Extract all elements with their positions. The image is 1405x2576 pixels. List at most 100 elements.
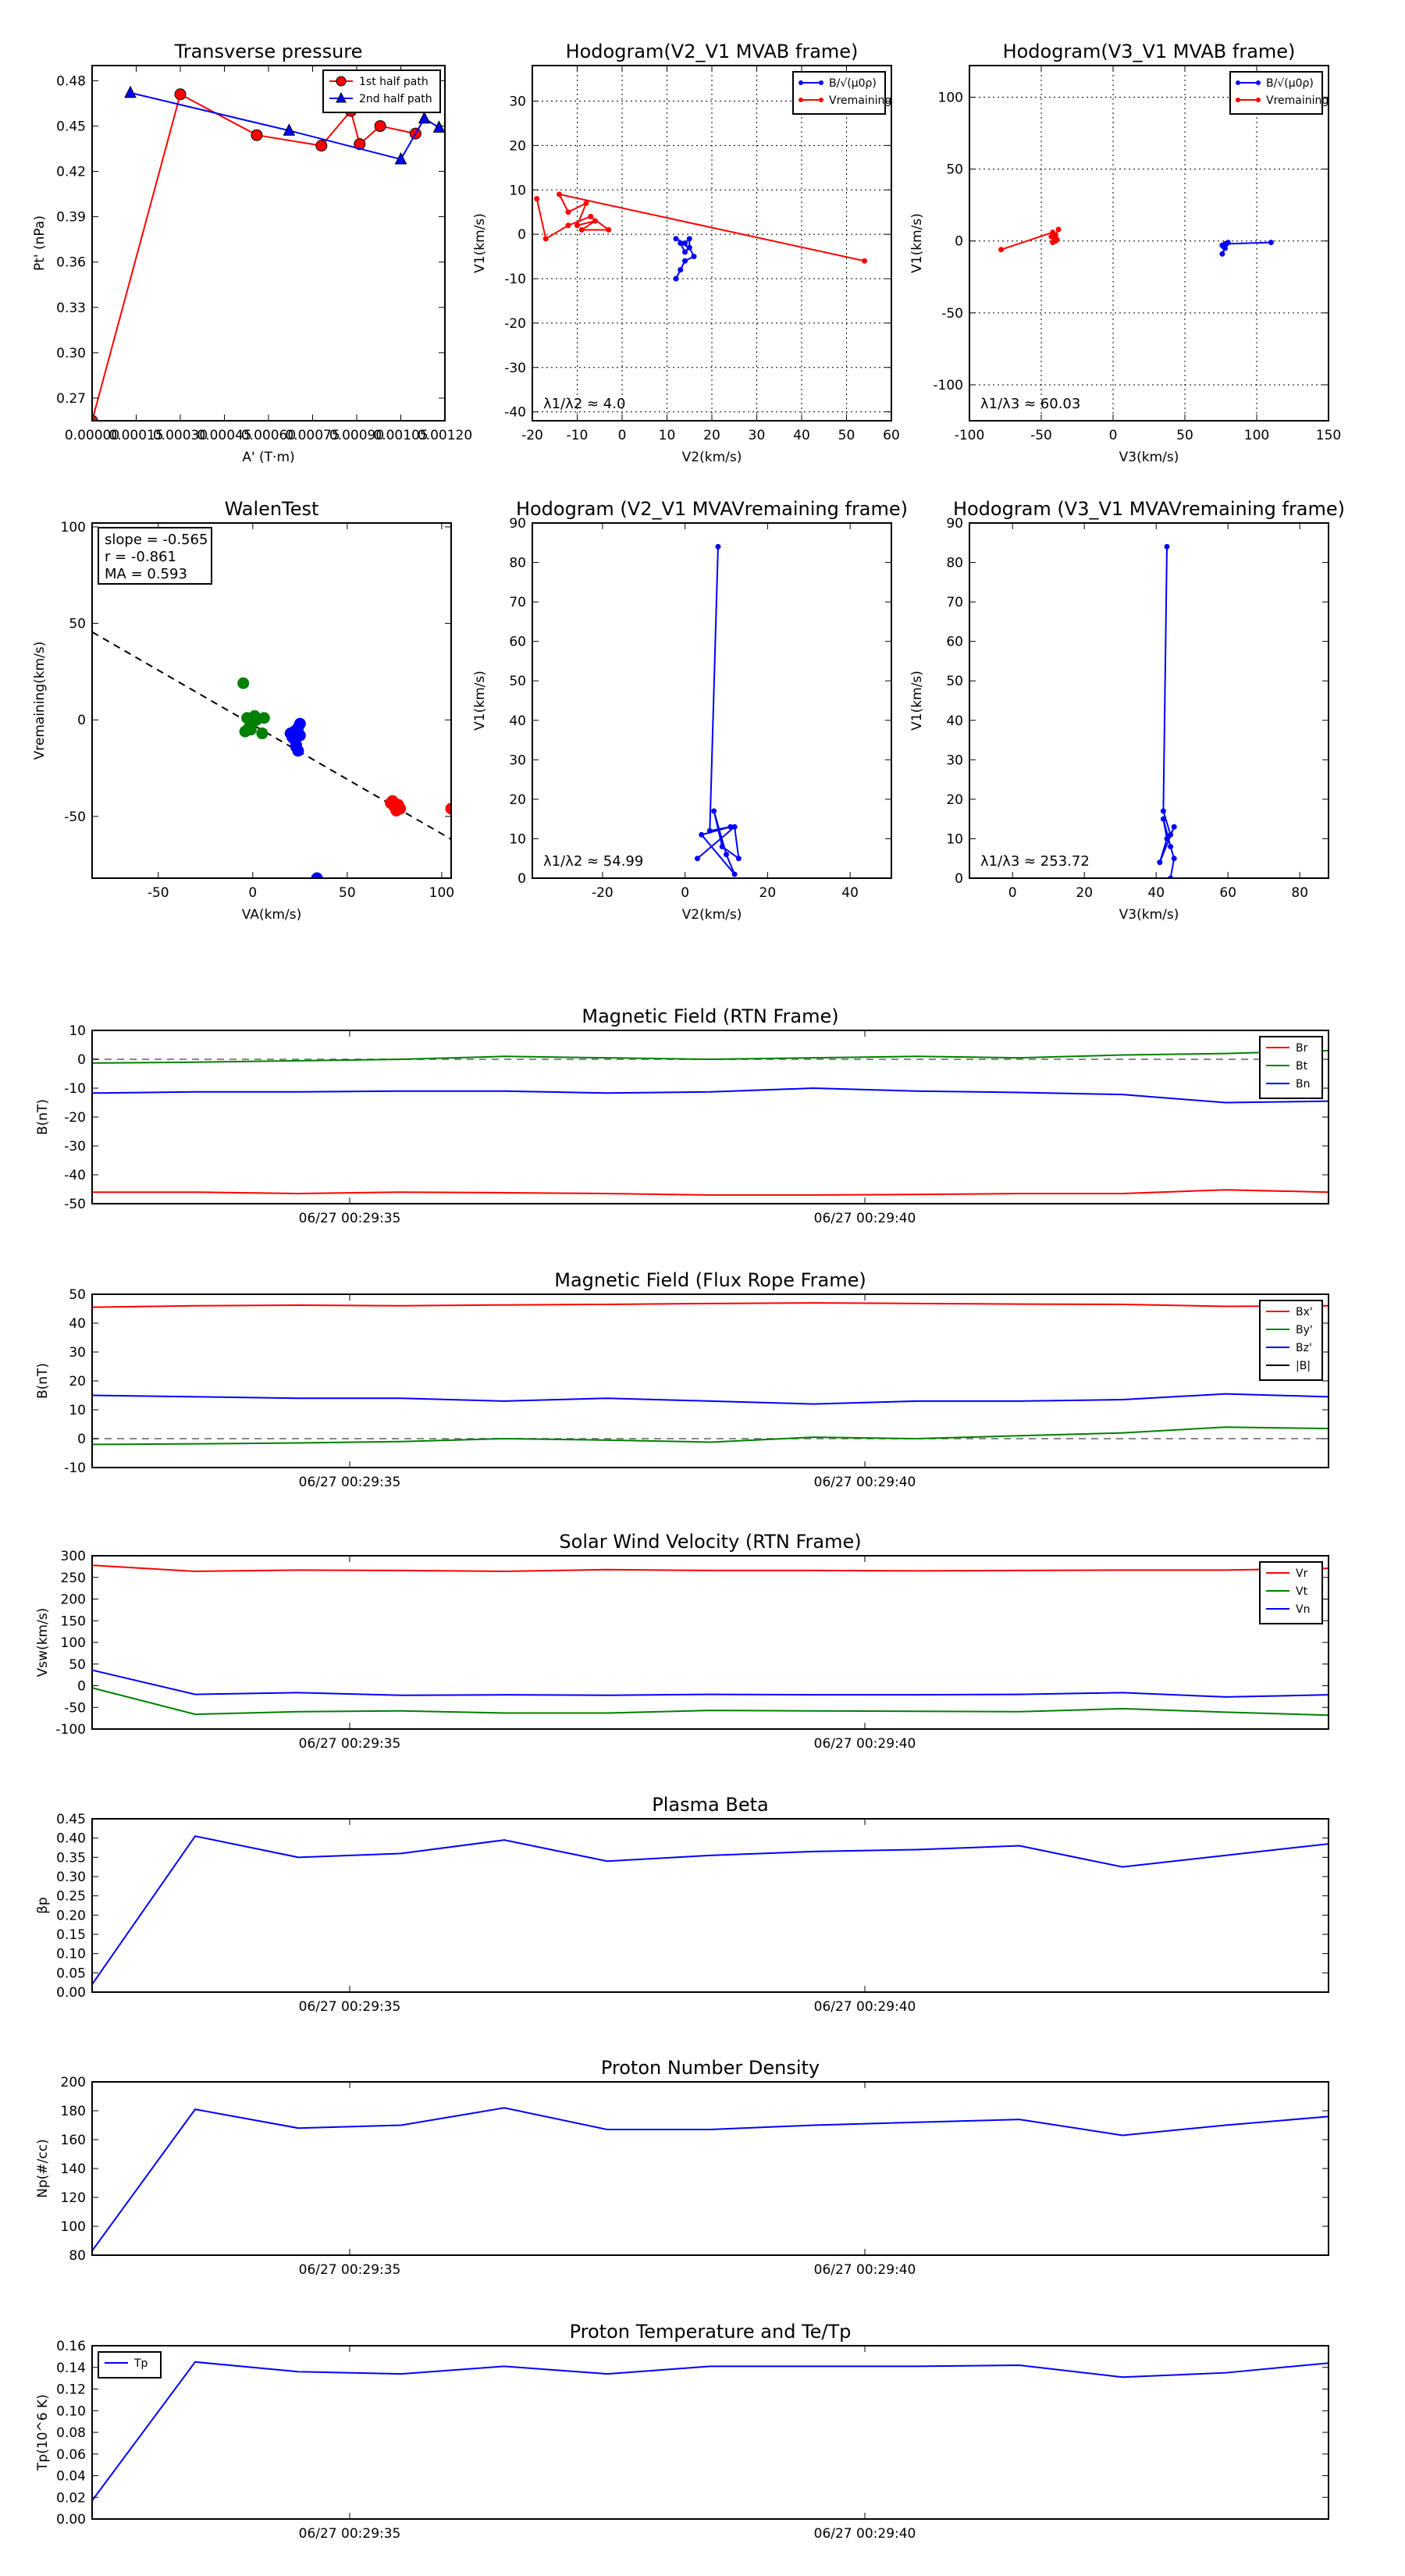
x-tick-label: 50 — [339, 885, 356, 901]
y-tick-label: -50 — [64, 1700, 86, 1716]
hodo_v2_mvav-axes-frame — [532, 522, 892, 879]
velocity-series-vr-line — [92, 1564, 1329, 1572]
y-tick-label: -10 — [64, 1461, 86, 1476]
bfield_fr-title: Magnetic Field (Flux Rope Frame) — [554, 1269, 866, 1291]
walen-stat-line: MA = 0.593 — [105, 566, 187, 582]
transverse-series-2nd-half-path-point — [394, 151, 407, 165]
y-tick-label: 250 — [61, 1571, 86, 1586]
legend-label: Tp — [133, 2357, 148, 2370]
bfield_rtn-legend: Br Bt Bn — [1259, 1036, 1323, 1099]
legend-label: By' — [1296, 1324, 1313, 1336]
x-tick-label: 20 — [759, 885, 777, 901]
hodo_v2_mvav-series-b-point — [711, 808, 717, 814]
x-tick-label: 0.00090 — [329, 428, 384, 443]
y-tick-label: 50 — [946, 674, 963, 689]
hodo_v3_mvab-panel: -100 -50 0 50 100 150 -100 -50 0 50 100 Hodogram(V3… — [909, 41, 1341, 465]
hodo_v2_mvav-series-b-point — [694, 856, 700, 862]
walen-y-axis-label: Vremaining(km/s) — [32, 642, 48, 760]
y-tick-label: 0 — [955, 871, 963, 887]
hodo_v2_mvav-title: Hodogram (V2_V1 MVAVremaining frame) — [516, 498, 908, 520]
hodo_v2_mvab-series-vremaining-point — [565, 209, 571, 215]
y-tick-label: 0 — [77, 1432, 86, 1447]
walen-title: WalenTest — [225, 498, 319, 520]
legend-label: Vremaining — [829, 94, 891, 107]
walen-stat-line: r = -0.861 — [105, 549, 176, 565]
beta-axes-frame — [91, 1818, 1329, 1993]
legend-box — [98, 2351, 162, 2379]
hodo_v2_mvav-plot-area — [694, 543, 742, 877]
transverse-series-1st-half-path-point — [251, 129, 263, 141]
hodo_v3_mvab-series-vremaining-point — [998, 247, 1004, 253]
y-tick-label: 70 — [509, 595, 526, 610]
hodo_v2_mvab-series-vremaining-point — [583, 200, 589, 206]
hodo_v3_mvab-legend: B/√(μ0ρ) Vremaining — [1229, 71, 1329, 115]
walen-series-red-point — [445, 802, 451, 815]
hodo_v2_mvav-series-b-point — [699, 831, 705, 838]
x-tick-label: 0 — [1109, 428, 1118, 443]
hodo_v2_mvav-series-b-point — [731, 871, 738, 877]
walen-series-blue-point — [290, 741, 302, 753]
beta-title: Plasma Beta — [652, 1794, 768, 1816]
transverse-y-axis-label: Pt' (nPa) — [32, 215, 48, 271]
y-tick-label: 0.00 — [56, 1985, 86, 2001]
x-tick-label: 60 — [1219, 885, 1236, 901]
density-title: Proton Number Density — [601, 2057, 820, 2079]
y-tick-label: 10 — [509, 183, 526, 198]
x-tick-label: 0.00060 — [241, 428, 296, 443]
x-tick-label: 60 — [883, 428, 900, 443]
y-tick-label: 0 — [955, 234, 963, 250]
y-tick-label: 80 — [509, 556, 526, 571]
velocity-series-vn-line — [92, 1669, 1329, 1698]
y-tick-label: 0.36 — [56, 255, 86, 271]
y-tick-label: 0.25 — [56, 1889, 86, 1905]
x-tick-label: 06/27 00:29:35 — [299, 1211, 401, 1226]
y-tick-label: 30 — [946, 753, 963, 768]
hodo_v2_mvab-y-axis-label: V1(km/s) — [472, 213, 488, 273]
legend-box — [792, 71, 886, 115]
bfield_rtn-series-br-line — [92, 1189, 1329, 1196]
hodo_v2_mvav-eigen-ratio: λ1/λ2 ≈ 54.99 — [543, 853, 643, 870]
velocity-title: Solar Wind Velocity (RTN Frame) — [559, 1531, 861, 1553]
density-y-axis-label: Np(#/cc) — [35, 2139, 51, 2197]
x-tick-label: 80 — [1291, 885, 1308, 901]
temperature-title: Proton Temperature and Te/Tp — [570, 2321, 852, 2343]
y-tick-label: 90 — [509, 516, 526, 532]
bfield_rtn-panel: 06/27 00:29:35 06/27 00:29:40 -50 -40 -30 -20… — [35, 1005, 1329, 1226]
hodo_v3_mvab-eigen-ratio: λ1/λ3 ≈ 60.03 — [980, 396, 1080, 412]
y-tick-label: 30 — [509, 753, 526, 768]
bfield_rtn-series-bn-line — [92, 1087, 1329, 1104]
transverse-series-2nd-half-path-point — [283, 123, 296, 136]
legend-label: Bn — [1296, 1078, 1310, 1091]
density-axes-frame — [91, 2081, 1329, 2256]
legend-marker — [819, 80, 823, 85]
y-tick-label: 20 — [946, 792, 963, 808]
y-tick-label: 0.15 — [56, 1927, 86, 1943]
hodo_v3_mvab-x-axis-label: V3(km/s) — [1119, 450, 1179, 465]
y-tick-label: 10 — [509, 831, 526, 847]
x-tick-label: 0 — [618, 428, 627, 443]
hodo_v2_mvab-series-b-0--point — [682, 258, 688, 264]
bfield_fr-plot-area — [92, 1302, 1329, 1446]
hodo_v3_mvab-plot-area — [998, 226, 1274, 257]
y-tick-label: 30 — [69, 1345, 86, 1361]
legend-box — [1259, 1561, 1323, 1624]
x-tick-label: 0.00030 — [153, 428, 208, 443]
hodo_v2_mvav-series-b-point — [706, 827, 713, 834]
velocity-panel: 06/27 00:29:35 06/27 00:29:40 -100 -50 0 50 10… — [35, 1531, 1329, 1752]
transverse-series-1st-half-path-point — [174, 88, 187, 101]
beta-series-beta-line — [92, 1835, 1329, 1985]
y-tick-label: 80 — [69, 2248, 86, 2264]
temperature-series-tp-line — [92, 2361, 1329, 2502]
x-tick-label: 06/27 00:29:40 — [814, 1999, 916, 2015]
legend-marker — [799, 98, 803, 102]
walen-stat-line: slope = -0.565 — [105, 532, 208, 548]
hodo_v3_mvab-series-b-0--point — [1268, 240, 1274, 246]
hodo_v2_mvav-series-b-point — [731, 824, 738, 830]
density-series-np-line — [92, 2107, 1329, 2252]
y-tick-label: 100 — [61, 520, 86, 535]
y-tick-label: -10 — [64, 1081, 86, 1097]
walen-series-green-point — [248, 710, 261, 722]
beta-panel: 06/27 00:29:35 06/27 00:29:40 0.00 0.05 0.10… — [35, 1794, 1329, 2015]
hodo_v2_mvav-series-b-point — [727, 824, 734, 830]
hodo_v3_mvav-title: Hodogram (V3_V1 MVAVremaining frame) — [953, 498, 1345, 520]
